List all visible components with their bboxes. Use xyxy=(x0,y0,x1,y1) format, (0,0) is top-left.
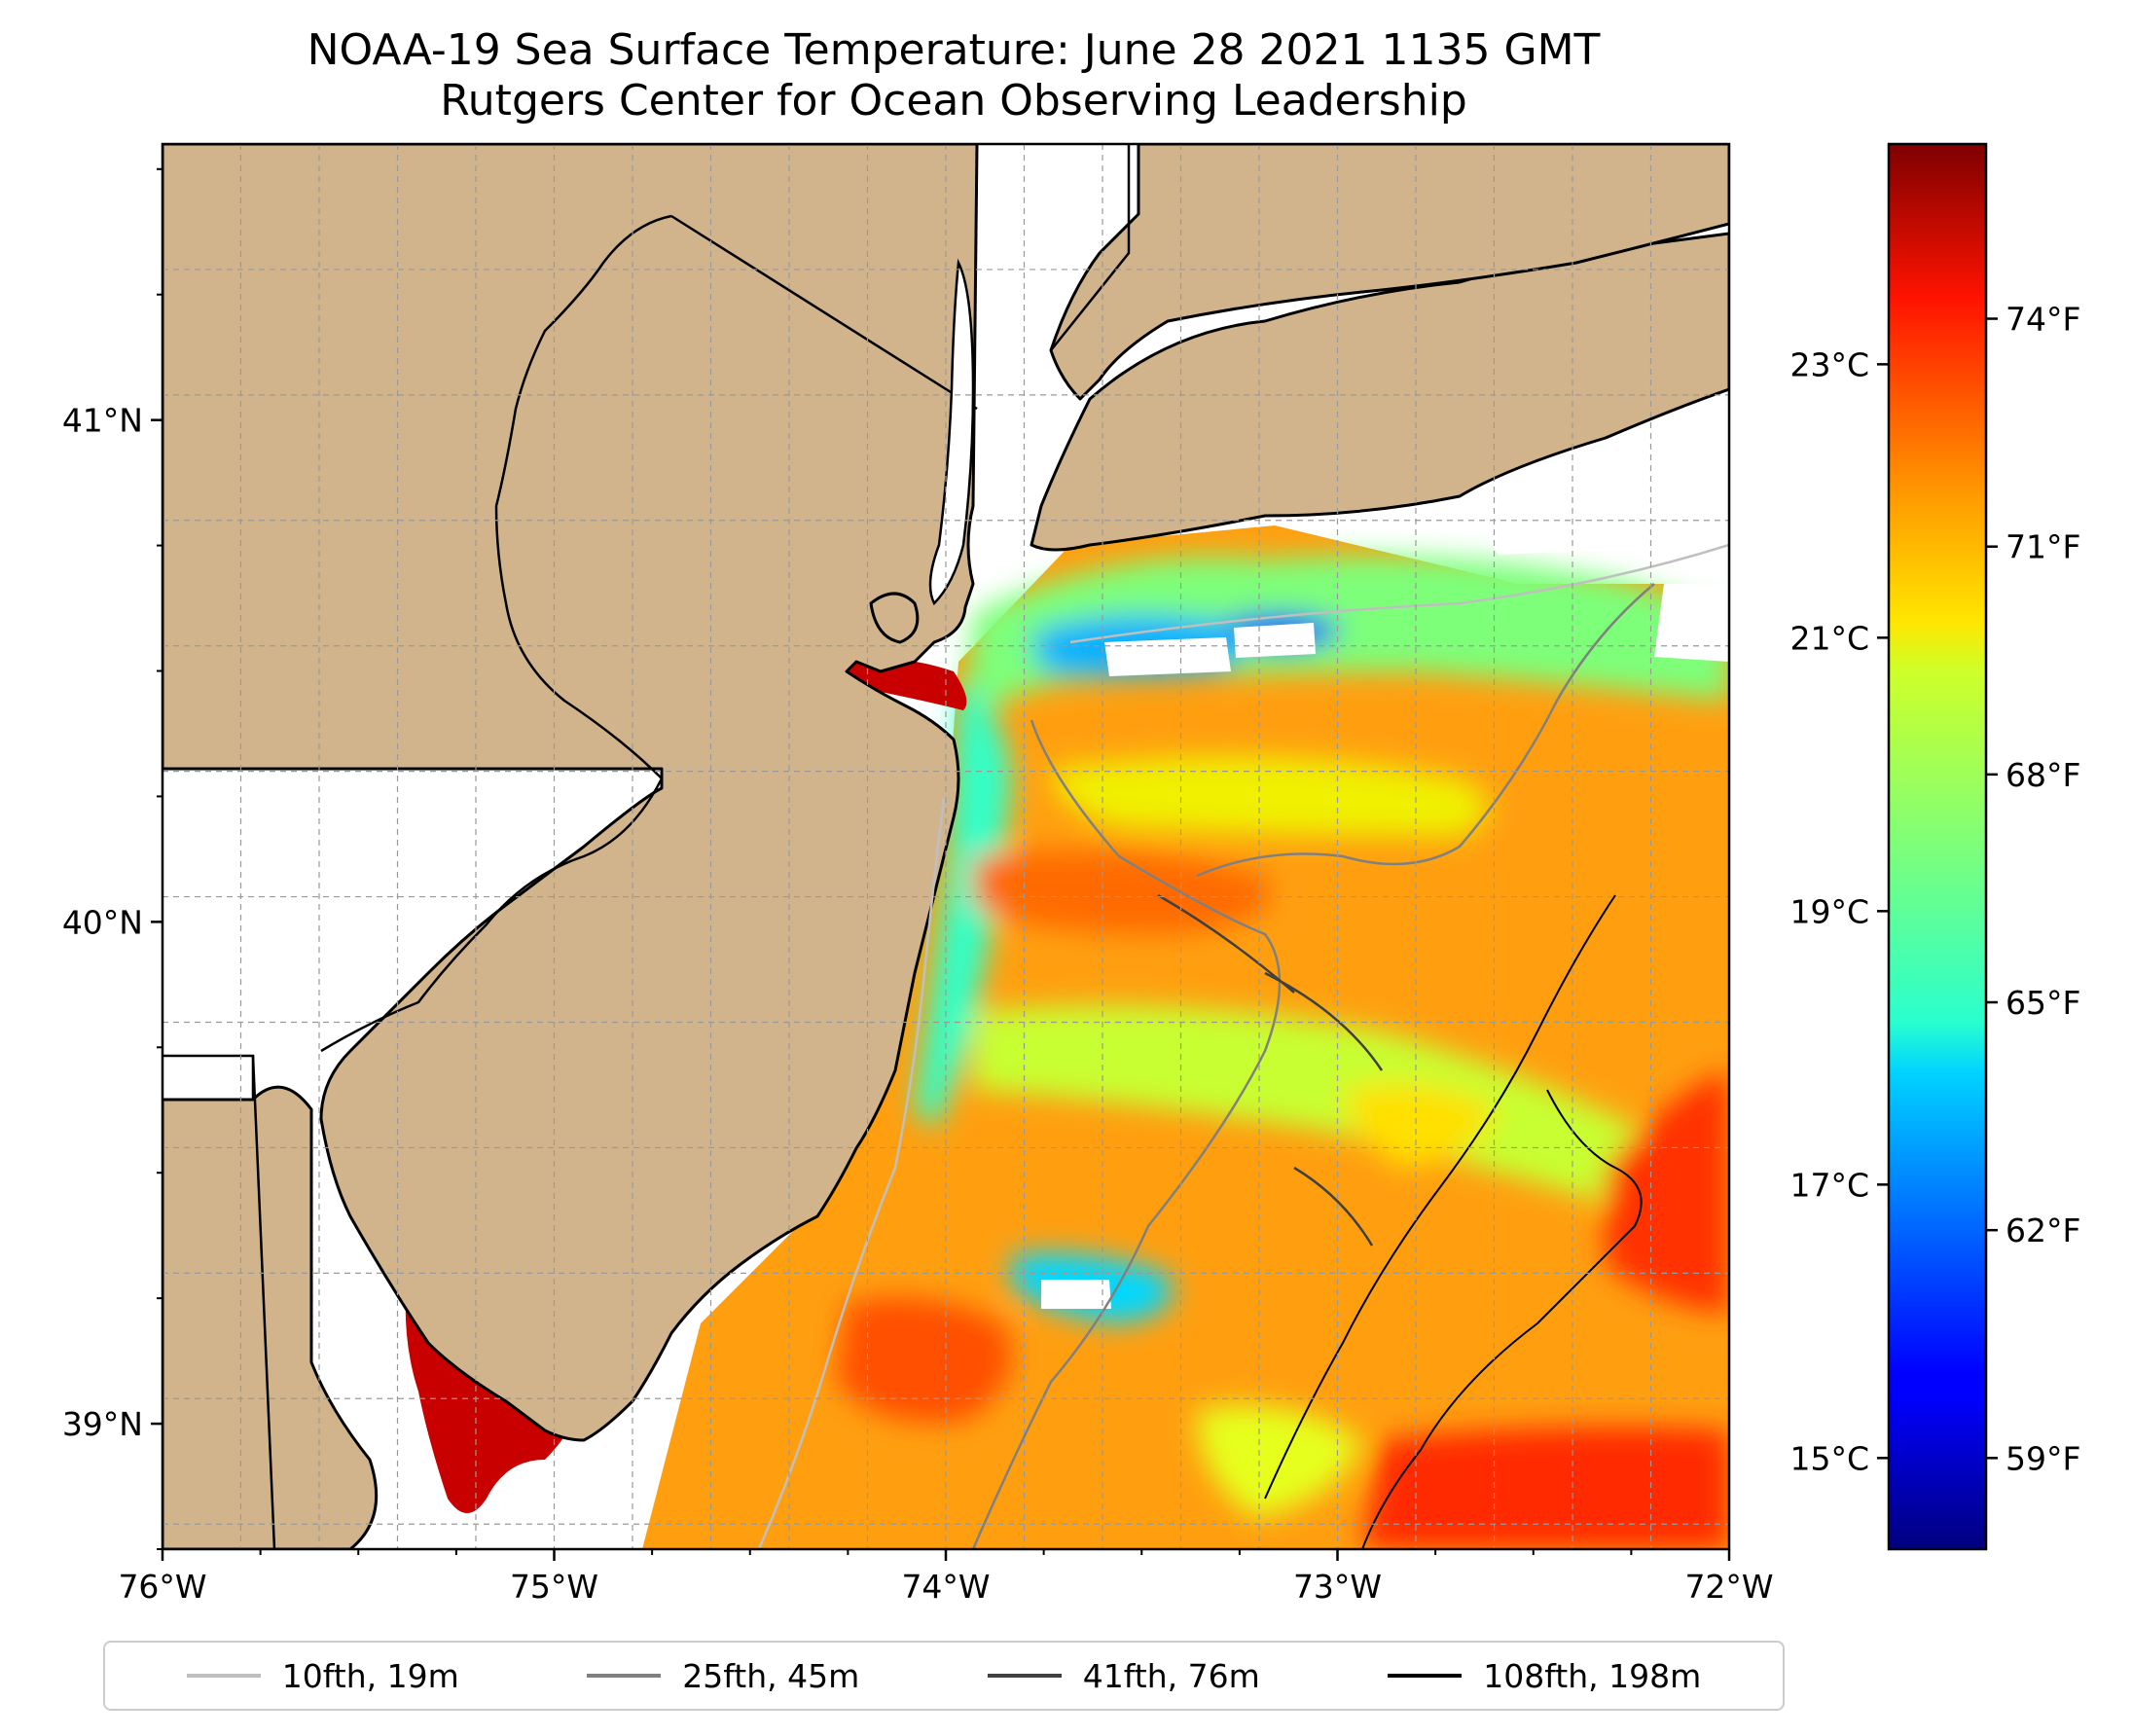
colorbar-celsius-label: 23°C xyxy=(1789,345,1869,383)
colorbar-fahrenheit-label: 59°F xyxy=(2006,1439,2080,1477)
colorbar-fahrenheit-label: 68°F xyxy=(2006,756,2080,794)
isobath-45m-east xyxy=(1196,583,1655,878)
colorbar-fahrenheit-ticks: 59°F 62°F 65°F 68°F 71°F 74°F xyxy=(1986,301,2080,1477)
map-axes: 76°W 75°W 74°W 73°W 72°W 39°N 40°N 41°N xyxy=(62,142,1774,1606)
sst-field xyxy=(405,506,1729,1549)
legend-swatch xyxy=(587,1674,662,1678)
sst-warm-offshore-east xyxy=(1606,1070,1729,1314)
isobath-198m-offshore xyxy=(1361,1089,1643,1549)
colorbar-celsius-label: 15°C xyxy=(1789,1439,1869,1477)
isobath-198m xyxy=(1264,894,1616,1500)
isobaths xyxy=(757,543,1729,1549)
colorbar-celsius-ticks: 15°C 17°C 19°C 21°C 23°C xyxy=(1789,345,1889,1477)
land-long-island xyxy=(1030,232,1729,552)
no-data-patch-3 xyxy=(1041,1280,1111,1309)
lat-tick-label: 39°N xyxy=(62,1405,143,1443)
isobath-76m xyxy=(1157,893,1384,1247)
sst-cool-nearshore-band xyxy=(963,555,1729,740)
colorbar-gradient xyxy=(1889,144,1986,1549)
no-data-patch-2 xyxy=(1234,623,1316,658)
legend-swatch xyxy=(186,1674,261,1678)
sst-warm-patch-south xyxy=(837,1297,1011,1423)
legend-item-10fth: 10fth, 19m xyxy=(186,1656,459,1695)
lon-axis: 76°W 75°W 74°W 73°W 72°W xyxy=(118,1549,1774,1606)
grid-lines xyxy=(162,143,1729,1549)
state-borders xyxy=(163,144,1131,1549)
no-data-patch-1 xyxy=(1104,637,1231,676)
hudson-river xyxy=(928,258,975,606)
isobath-19m-north xyxy=(1069,543,1729,644)
legend-item-41fth: 41fth, 76m xyxy=(987,1656,1260,1695)
legend-swatch xyxy=(987,1674,1062,1678)
sst-warm-tongue-north xyxy=(1051,756,1489,837)
legend-label: 10fth, 19m xyxy=(281,1656,459,1695)
colorbar-fahrenheit-label: 74°F xyxy=(2006,301,2080,339)
lat-tick-label: 41°N xyxy=(62,402,143,440)
colorbar-frame xyxy=(1887,142,1988,1551)
lon-tick-label: 75°W xyxy=(510,1568,598,1606)
sst-coastal-upwelling xyxy=(915,681,1012,1129)
colorbar-fahrenheit-label: 71°F xyxy=(2006,528,2080,566)
title-line-2: Rutgers Center for Ocean Observing Leade… xyxy=(440,76,1467,126)
isobath-19m xyxy=(757,797,946,1549)
figure-title: NOAA-19 Sea Surface Temperature: June 28… xyxy=(0,25,1907,127)
lon-tick-label: 74°W xyxy=(901,1568,990,1606)
isobath-legend: 10fth, 19m 25fth, 45m 41fth, 76m 108fth,… xyxy=(103,1641,1785,1711)
sst-raritan-bay xyxy=(847,658,967,710)
legend-item-25fth: 25fth, 45m xyxy=(587,1657,859,1695)
colorbar-celsius-label: 21°C xyxy=(1789,619,1869,657)
land xyxy=(163,144,1729,1549)
legend-item-108fth: 108fth, 198m xyxy=(1388,1657,1701,1695)
title-line-1: NOAA-19 Sea Surface Temperature: June 28… xyxy=(307,25,1601,75)
border-nj-ny xyxy=(670,214,978,411)
no-data-patch-5 xyxy=(1654,584,1729,662)
map-content xyxy=(163,144,1729,1549)
sst-mild-patch-east xyxy=(1343,1083,1499,1168)
border-nj-pa xyxy=(320,214,672,1053)
legend-label: 41fth, 76m xyxy=(1082,1656,1260,1695)
colorbar-celsius-label: 19°C xyxy=(1789,892,1869,930)
land-mainland xyxy=(163,144,979,1442)
legend-label: 25fth, 45m xyxy=(682,1656,860,1695)
sst-warm-offshore-south xyxy=(1362,1427,1729,1549)
colorbar-fahrenheit-label: 62°F xyxy=(2006,1212,2080,1249)
sst-cool-patch-south xyxy=(1197,1405,1362,1518)
lon-tick-label: 73°W xyxy=(1293,1568,1382,1606)
lon-tick-label: 76°W xyxy=(118,1568,206,1606)
border-ny-ct xyxy=(1050,144,1131,351)
colorbar-fahrenheit-label: 65°F xyxy=(2006,984,2080,1022)
sst-warm-patch-central xyxy=(973,850,1271,934)
lat-tick-label: 40°N xyxy=(62,903,143,941)
colorbar: 15°C 17°C 19°C 21°C 23°C 59°F 62°F 65°F 68°F 71°… xyxy=(1789,142,2080,1551)
land-delmarva xyxy=(163,1085,379,1549)
colorbar-celsius-label: 17°C xyxy=(1789,1166,1869,1204)
border-de-md xyxy=(251,1055,276,1549)
no-data-patch-4 xyxy=(1479,506,1729,555)
legend-label: 108fth, 198m xyxy=(1483,1656,1702,1695)
lon-tick-label: 72°W xyxy=(1684,1568,1773,1606)
sst-cool-filament xyxy=(973,1005,1674,1226)
lat-axis: 39°N 40°N 41°N xyxy=(62,167,163,1550)
isobath-45m xyxy=(971,719,1282,1549)
land-staten-island xyxy=(869,592,920,644)
legend-swatch xyxy=(1388,1674,1463,1678)
